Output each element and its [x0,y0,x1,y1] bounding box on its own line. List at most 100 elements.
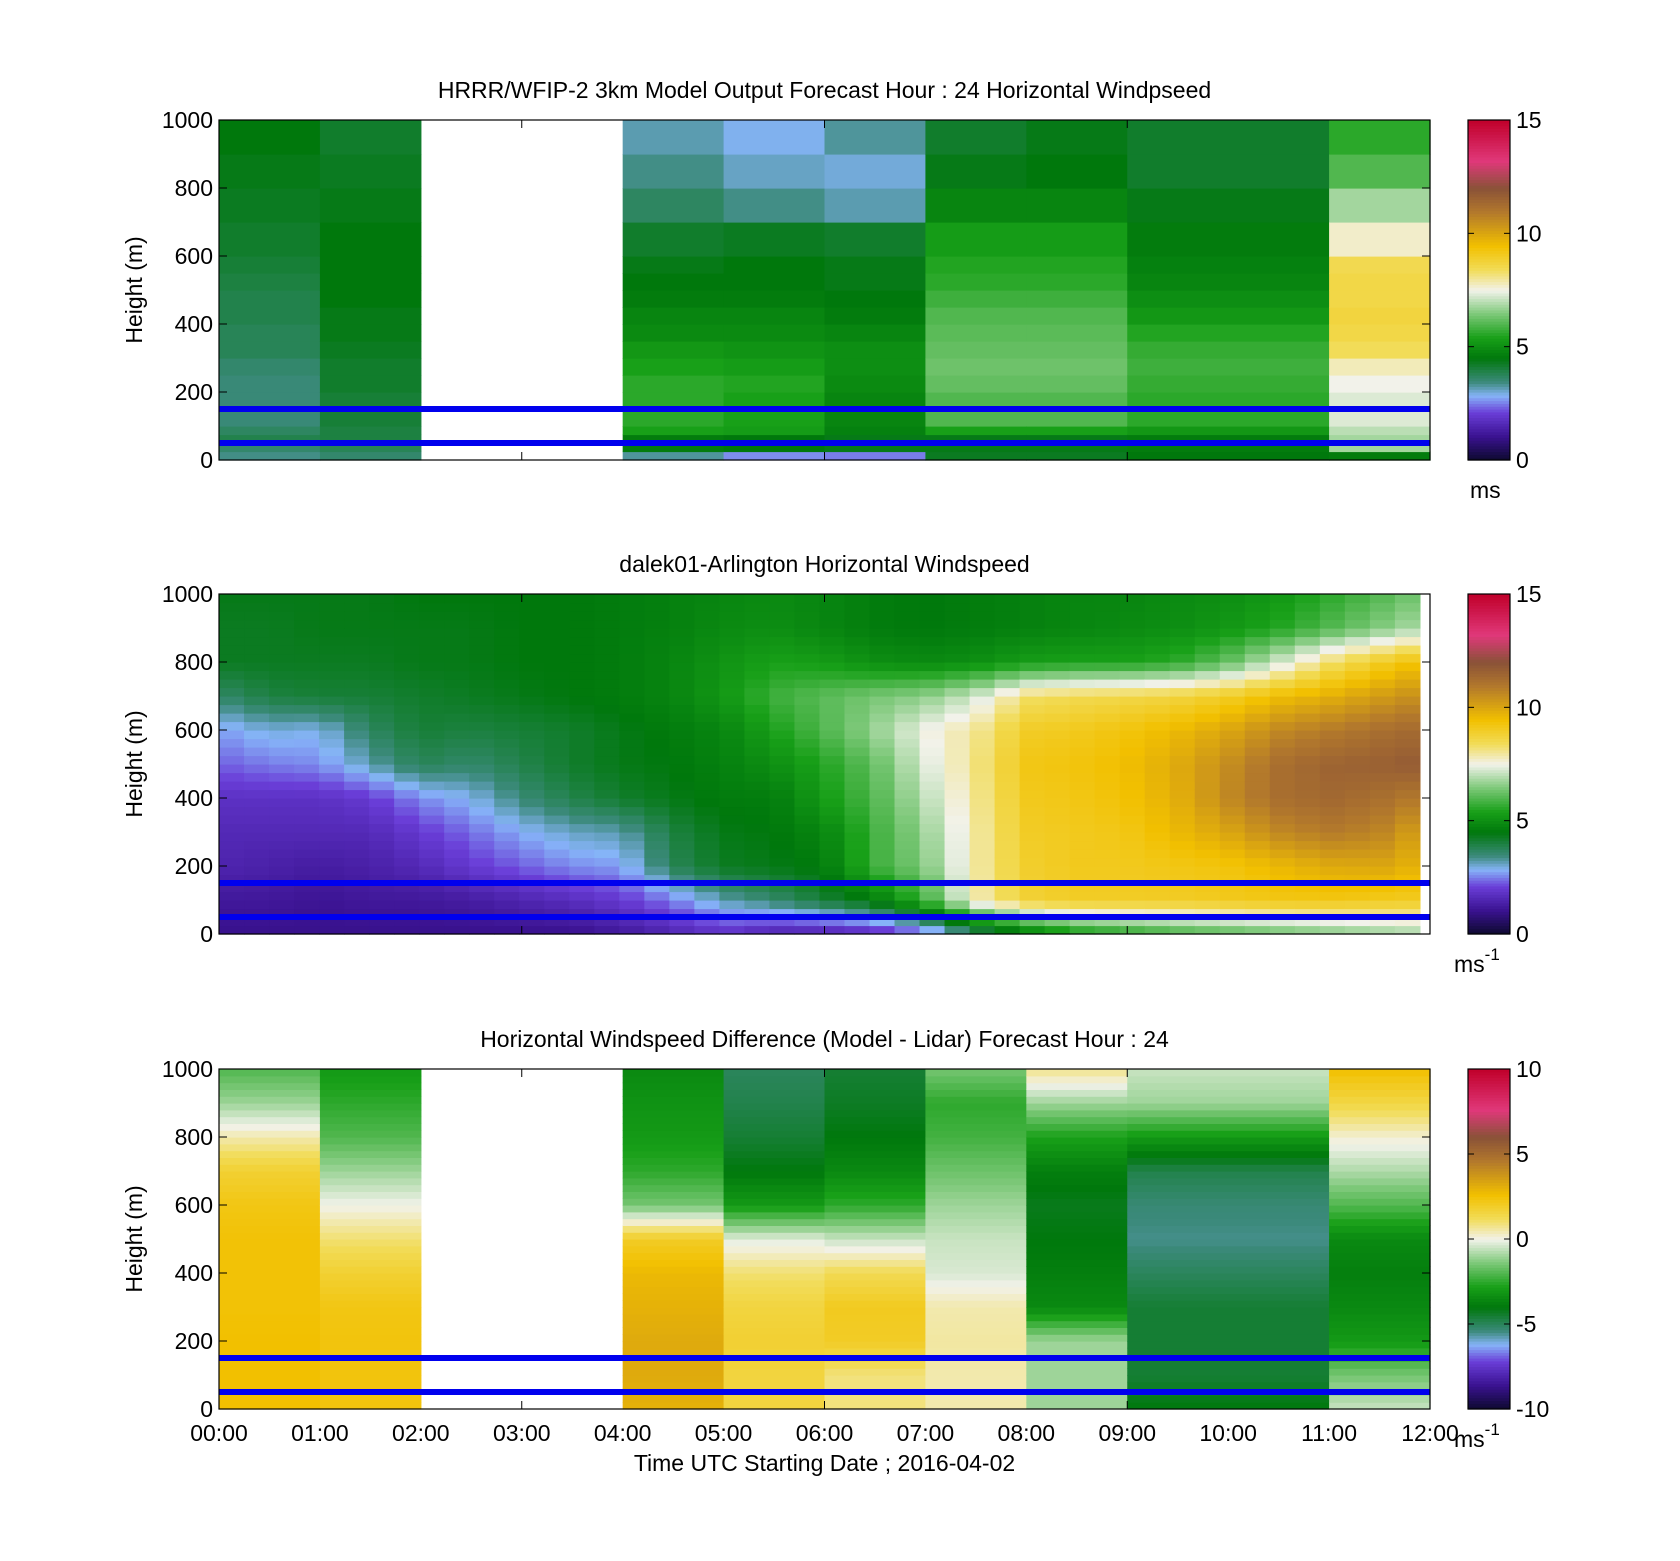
heatmap-cell [1026,1130,1128,1138]
heatmap-cell [925,392,1027,410]
heatmap-cell [1219,679,1246,689]
heatmap-cell [444,636,470,646]
colorbar-segment [1468,171,1510,175]
heatmap-cell [1219,636,1246,646]
y-tick-label: 800 [175,175,213,201]
heatmap-cell [723,1341,826,1349]
heatmap-cell [594,823,620,833]
heatmap-cell [1019,721,1046,731]
heatmap-cell [319,1103,422,1111]
heatmap-cell [269,900,295,910]
heatmap-cell [894,713,921,723]
heatmap-cell [644,891,670,901]
colorbar-segment [1468,1173,1510,1178]
heatmap-cell [744,806,771,816]
heatmap-cell [369,883,395,893]
heatmap-cell [1026,392,1128,410]
heatmap-cell [894,832,921,842]
heatmap-cell [869,730,896,740]
heatmap-cell [694,866,720,876]
colorbar-segment [1468,250,1510,254]
heatmap-cell [794,772,821,782]
heatmap-cell [294,925,320,935]
heatmap-cell [1026,1320,1128,1328]
heatmap-cell [444,645,470,655]
heatmap-cell [819,925,846,935]
colorbar-segment [1468,673,1510,677]
heatmap-cell [819,687,846,697]
heatmap-cell [969,602,996,612]
heatmap-cell [694,755,720,765]
heatmap-cell [869,747,896,757]
colorbar-segment [1468,727,1510,731]
colorbar-segment [1468,608,1510,612]
heatmap-cell [1369,628,1396,638]
heatmap-cell [1119,755,1146,765]
heatmap-cell [622,1089,725,1097]
heatmap-cell [824,1334,927,1342]
colorbar-segment [1468,783,1510,788]
x-tick-label: 01:00 [291,1420,349,1446]
colorbar-segment [1468,676,1510,680]
heatmap-cell [824,1266,927,1274]
colorbar-unit-superscript: -1 [1485,1420,1500,1439]
heatmap-cell [744,636,771,646]
heatmap-cell [944,738,971,748]
heatmap-cell [794,917,821,927]
heatmap-cell [1369,670,1396,680]
heatmap-cell [622,1293,725,1301]
heatmap-cell [1019,636,1046,646]
colorbar-segment [1468,647,1510,652]
colorbar-segment [1468,766,1510,771]
heatmap-cell [819,883,846,893]
heatmap-cell [619,874,645,884]
heatmap-cell [494,645,520,655]
heatmap-cell [1244,721,1271,731]
heatmap-cell [719,789,745,799]
heatmap-cell [824,1069,927,1077]
heatmap-cell [622,409,725,427]
heatmap-cell [1394,849,1421,859]
heatmap-cell [1094,823,1121,833]
heatmap-cell [269,662,295,672]
heatmap-cell [1026,1327,1128,1335]
heatmap-cell [319,1075,422,1084]
heatmap-cell [994,874,1021,884]
heatmap-cell [294,662,320,672]
heatmap-cell [619,866,645,876]
heatmap-cell [769,874,796,884]
heatmap-cell [1026,409,1128,427]
heatmap-cell [994,594,1021,604]
heatmap-cell [819,594,846,604]
heatmap-cell [622,1279,725,1288]
heatmap-cell [944,840,971,850]
colorbar-segment [1468,389,1510,393]
heatmap-cell [824,426,927,436]
heatmap-cell [269,713,295,723]
heatmap-cell [1344,764,1371,774]
heatmap-cell [1244,602,1271,612]
heatmap-cell [1119,866,1146,876]
heatmap-cell [1144,679,1171,689]
heatmap-cell [1144,738,1171,748]
heatmap-cell [1219,747,1246,757]
heatmap-cell [769,857,796,867]
heatmap-cell [1119,781,1146,791]
heatmap-cell [619,764,645,774]
heatmap-cell [1127,324,1330,342]
heatmap-cell [622,1184,725,1192]
heatmap-cell [994,815,1021,825]
heatmap-cell [1294,747,1321,757]
heatmap-cell [769,687,796,697]
heatmap-cell [1119,730,1146,740]
heatmap-cell [1244,789,1271,799]
heatmap-cell [219,1075,321,1084]
heatmap-cell [969,594,996,604]
heatmap-cell [319,1177,422,1186]
heatmap-cell [344,704,370,714]
heatmap-cell [1344,653,1371,663]
heatmap-cell [219,1103,321,1111]
heatmap-cell [1344,730,1371,740]
heatmap-cell [1069,823,1096,833]
heatmap-cell [1394,713,1421,723]
